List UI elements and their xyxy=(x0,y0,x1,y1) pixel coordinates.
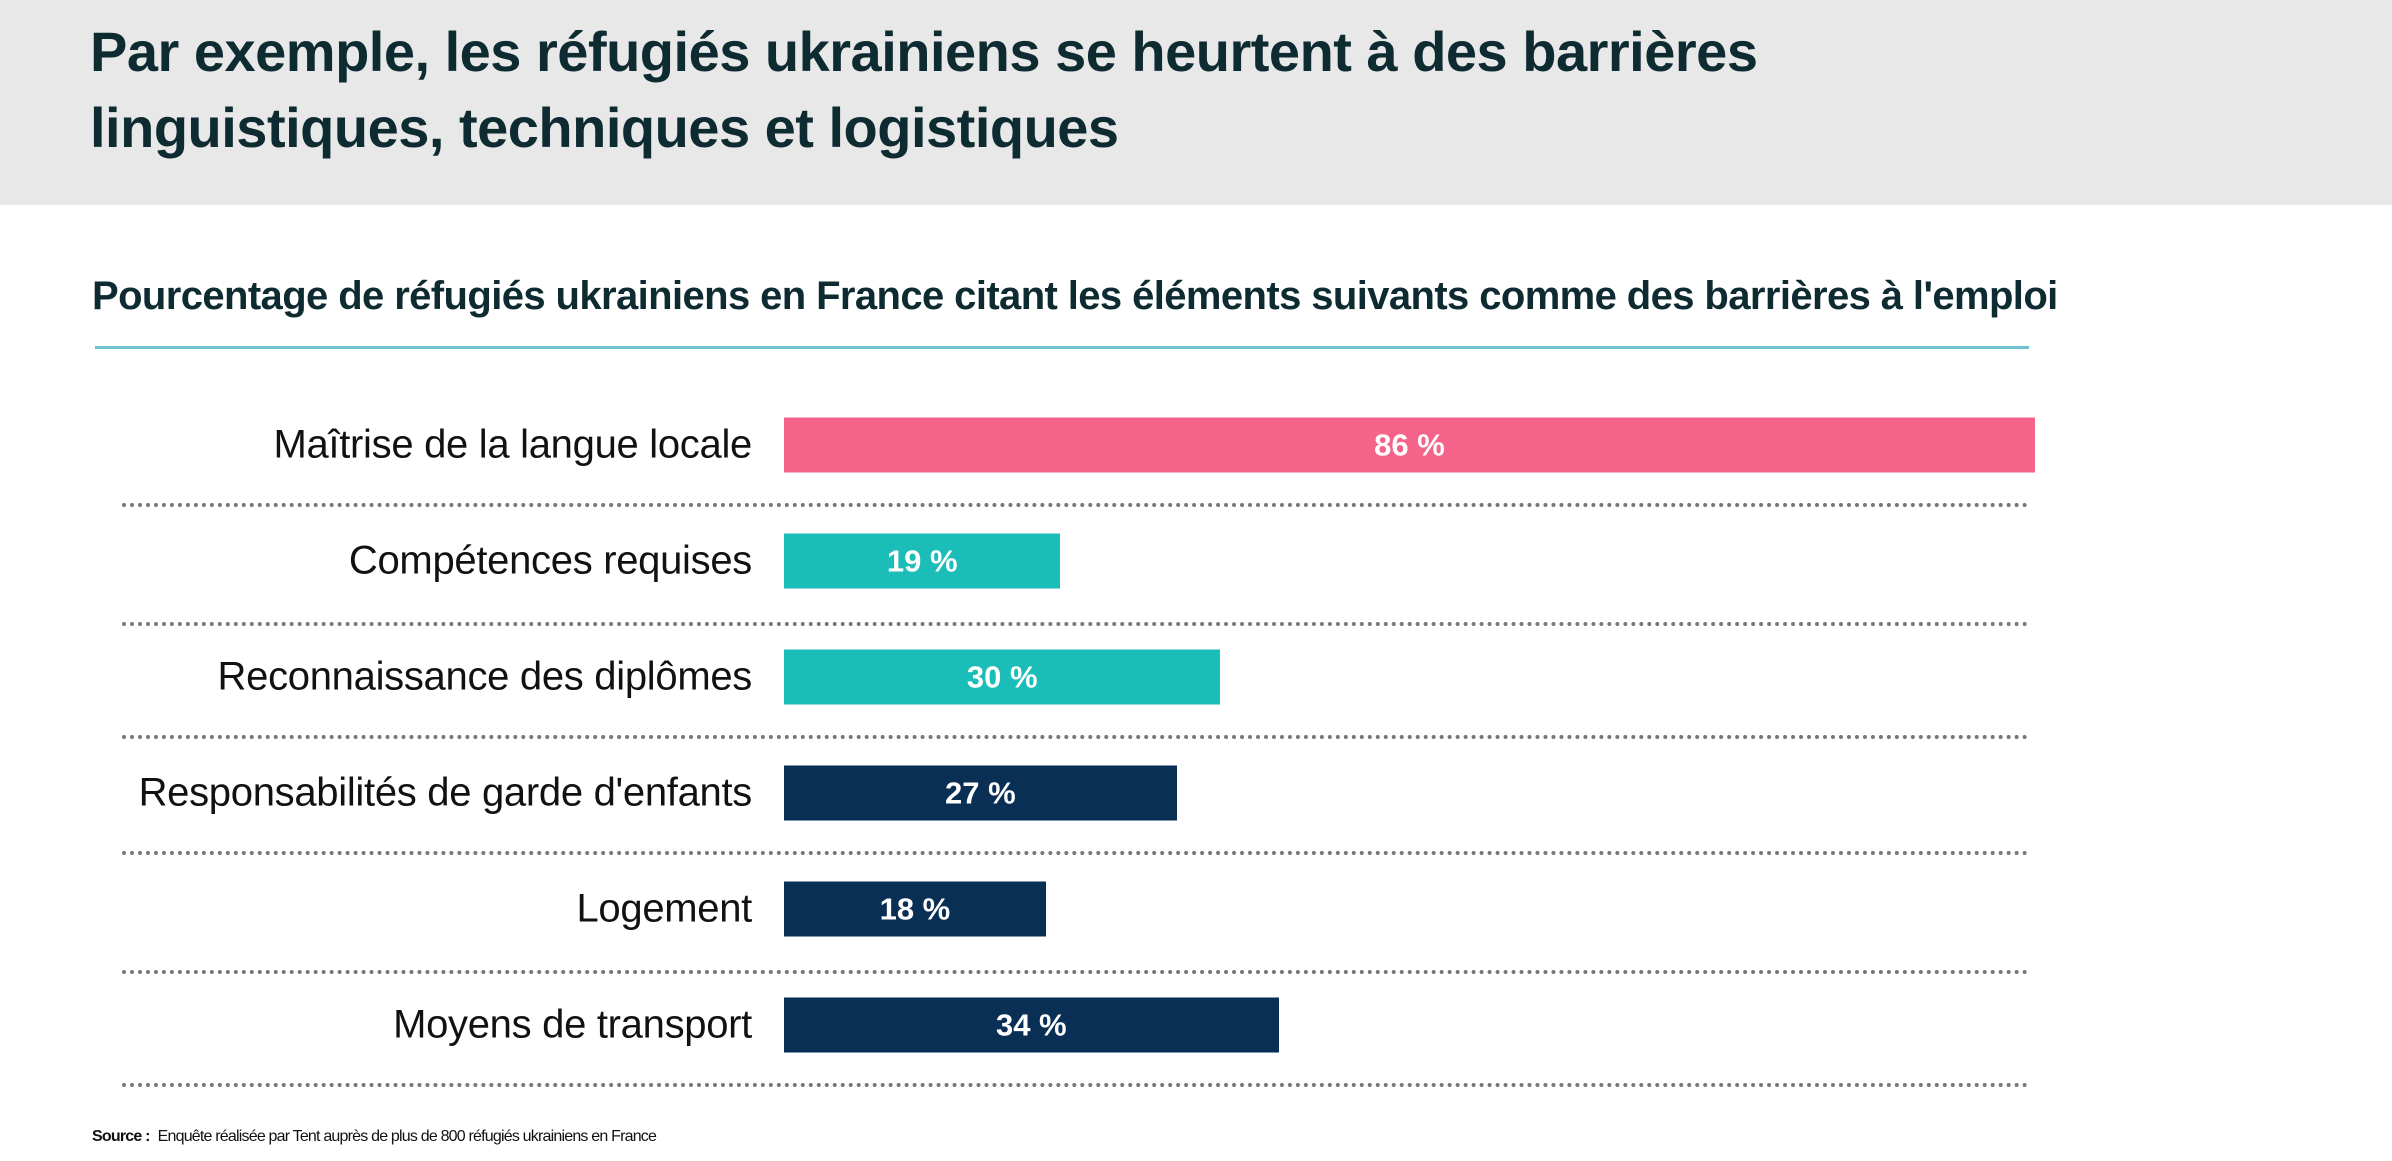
category-label: Maîtrise de la langue locale xyxy=(273,422,752,467)
data-label: 30 % xyxy=(966,659,1038,694)
bar: 18 % xyxy=(784,881,1046,937)
bar: 27 % xyxy=(784,765,1177,821)
source-text: Enquête réalisée par Tent auprès de plus… xyxy=(157,1128,657,1145)
chart-title: Pourcentage de réfugiés ukrainiens en Fr… xyxy=(92,274,2058,318)
row-divider xyxy=(122,851,2029,855)
row-divider xyxy=(122,1083,2029,1087)
title-divider xyxy=(95,346,2029,349)
category-label: Logement xyxy=(576,886,752,931)
category-label: Moyens de transport xyxy=(393,1002,752,1047)
row-divider xyxy=(122,503,2029,507)
page-title: Par exemple, les réfugiés ukrainiens se … xyxy=(90,20,1758,159)
category-label: Responsabilités de garde d'enfants xyxy=(138,770,753,815)
category-label: Compétences requises xyxy=(348,538,752,583)
bar: 34 % xyxy=(784,997,1279,1053)
header-band: Par exemple, les réfugiés ukrainiens se … xyxy=(0,0,2392,205)
data-label: 27 % xyxy=(945,775,1016,810)
data-label: 19 % xyxy=(886,543,958,578)
source-label: Source : xyxy=(92,1128,150,1145)
category-label: Reconnaissance des diplômes xyxy=(217,654,753,699)
row-divider xyxy=(122,970,2029,974)
row-divider xyxy=(122,622,2029,626)
bar: 30 % xyxy=(784,649,1221,705)
data-label: 34 % xyxy=(995,1007,1067,1042)
data-label: 86 % xyxy=(1374,427,1445,462)
source-note: Source : Enquête réalisée par Tent auprès… xyxy=(92,1128,657,1146)
bar: 19 % xyxy=(784,533,1061,589)
data-label: 18 % xyxy=(879,891,951,926)
row-divider xyxy=(122,735,2029,739)
bar: 86 % xyxy=(784,417,2035,473)
